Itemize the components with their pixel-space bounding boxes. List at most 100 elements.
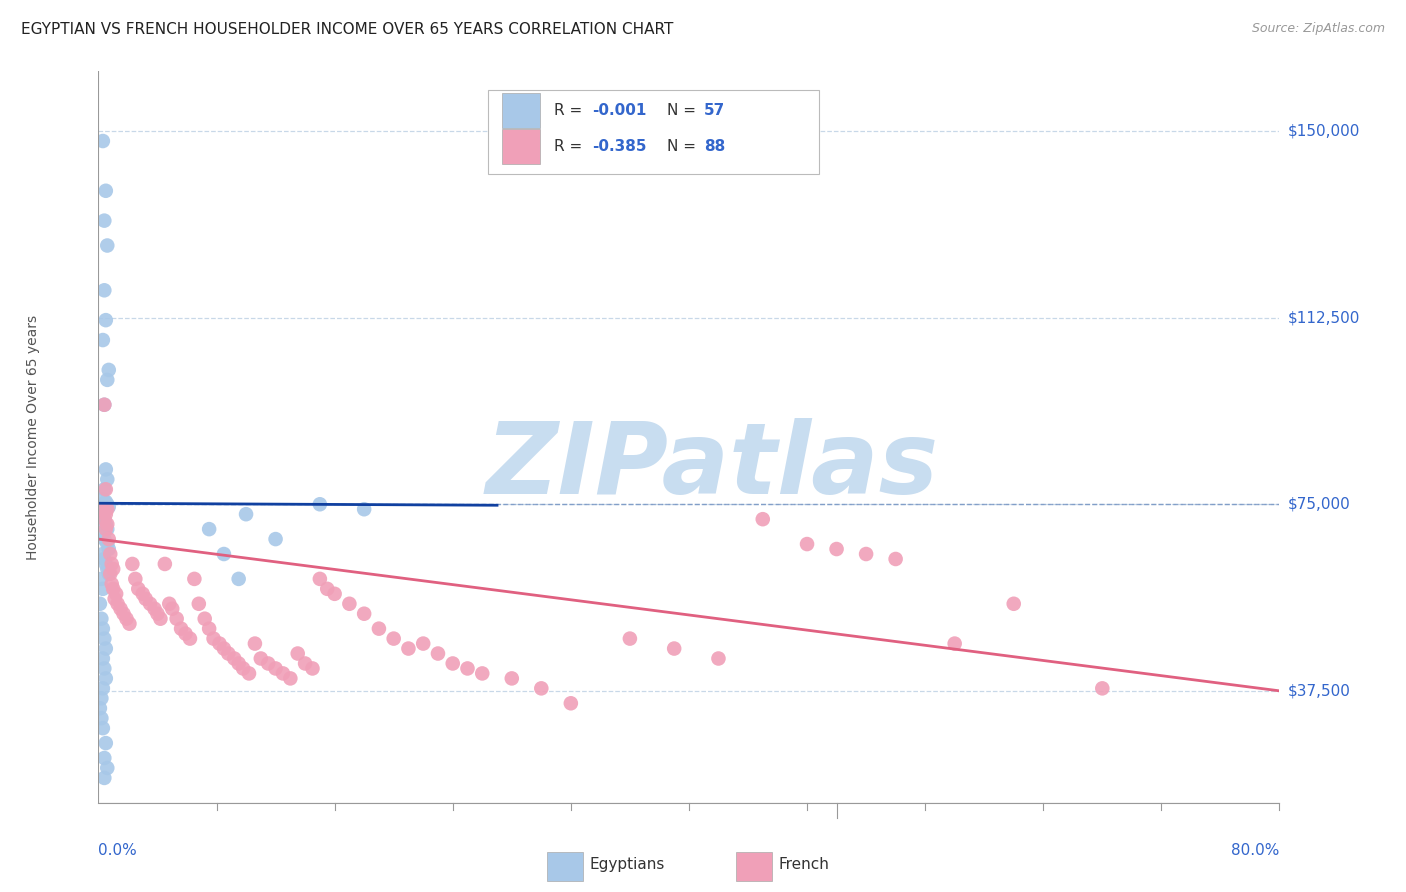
Text: R =: R = bbox=[554, 139, 588, 154]
Point bbox=[93, 213, 115, 227]
Point bbox=[228, 657, 250, 671]
Point bbox=[208, 636, 231, 650]
Point bbox=[238, 666, 260, 681]
Point bbox=[530, 681, 553, 696]
Point bbox=[162, 601, 183, 615]
Text: $112,500: $112,500 bbox=[1288, 310, 1360, 326]
Point bbox=[91, 681, 114, 696]
Point bbox=[112, 607, 135, 621]
Point bbox=[441, 657, 464, 671]
Point bbox=[94, 522, 117, 536]
Point bbox=[97, 542, 120, 557]
Point bbox=[619, 632, 641, 646]
Text: Egyptians: Egyptians bbox=[589, 857, 665, 872]
Point bbox=[560, 696, 582, 710]
Point bbox=[93, 502, 115, 516]
Point bbox=[250, 651, 273, 665]
Point bbox=[412, 636, 434, 650]
Point bbox=[707, 651, 730, 665]
Point bbox=[146, 607, 169, 621]
Point bbox=[96, 497, 118, 511]
Point bbox=[104, 591, 127, 606]
Point bbox=[294, 657, 316, 671]
Point bbox=[93, 398, 115, 412]
Point bbox=[228, 572, 250, 586]
Point bbox=[110, 601, 132, 615]
FancyBboxPatch shape bbox=[488, 90, 818, 174]
Point bbox=[194, 612, 217, 626]
Point bbox=[89, 597, 111, 611]
Point bbox=[91, 547, 114, 561]
Point bbox=[187, 597, 209, 611]
Point bbox=[235, 507, 257, 521]
Point bbox=[94, 483, 117, 497]
Point bbox=[94, 517, 117, 532]
Text: ZIPatlas: ZIPatlas bbox=[486, 417, 939, 515]
Point bbox=[96, 472, 118, 486]
Point bbox=[166, 612, 188, 626]
Point bbox=[1091, 681, 1114, 696]
Text: Source: ZipAtlas.com: Source: ZipAtlas.com bbox=[1251, 22, 1385, 36]
Point bbox=[217, 647, 239, 661]
Point bbox=[96, 761, 118, 775]
Text: $37,500: $37,500 bbox=[1288, 683, 1351, 698]
Point bbox=[96, 517, 118, 532]
Point bbox=[94, 462, 117, 476]
Point bbox=[198, 622, 221, 636]
Point bbox=[309, 572, 332, 586]
Text: N =: N = bbox=[666, 103, 700, 118]
Point bbox=[271, 666, 294, 681]
Point bbox=[127, 582, 149, 596]
Point bbox=[103, 582, 125, 596]
Point bbox=[93, 771, 115, 785]
Point bbox=[170, 622, 193, 636]
Point bbox=[456, 661, 478, 675]
Point bbox=[198, 522, 221, 536]
Point bbox=[96, 238, 118, 252]
Point bbox=[264, 661, 287, 675]
Text: 0.0%: 0.0% bbox=[98, 843, 138, 857]
Point bbox=[105, 587, 128, 601]
Point bbox=[96, 562, 118, 576]
Point bbox=[139, 597, 162, 611]
Point bbox=[501, 672, 523, 686]
Point bbox=[93, 398, 115, 412]
Point bbox=[91, 507, 114, 521]
Point bbox=[90, 612, 112, 626]
Point bbox=[179, 632, 201, 646]
Point bbox=[90, 711, 112, 725]
Point bbox=[309, 497, 332, 511]
Point bbox=[96, 373, 118, 387]
Point bbox=[353, 607, 375, 621]
Text: 57: 57 bbox=[704, 103, 725, 118]
Text: 80.0%: 80.0% bbox=[1232, 843, 1279, 857]
Text: N =: N = bbox=[666, 139, 700, 154]
Point bbox=[301, 661, 323, 675]
Point bbox=[884, 552, 907, 566]
Point bbox=[93, 512, 115, 526]
Point bbox=[118, 616, 141, 631]
Point bbox=[132, 587, 155, 601]
Point bbox=[153, 557, 176, 571]
Text: $150,000: $150,000 bbox=[1288, 124, 1360, 138]
Point bbox=[94, 641, 117, 656]
Point bbox=[212, 547, 235, 561]
Point bbox=[91, 502, 114, 516]
Point bbox=[278, 672, 302, 686]
Point bbox=[943, 636, 966, 650]
Point bbox=[1002, 597, 1025, 611]
Point bbox=[98, 547, 121, 561]
Point bbox=[121, 557, 143, 571]
Point bbox=[94, 507, 117, 521]
Point bbox=[825, 542, 848, 557]
Point bbox=[353, 502, 375, 516]
Point bbox=[90, 691, 112, 706]
Point bbox=[100, 577, 122, 591]
Point bbox=[91, 721, 114, 735]
Point bbox=[93, 552, 115, 566]
Point bbox=[97, 500, 120, 514]
Point bbox=[91, 651, 114, 665]
Point bbox=[93, 483, 115, 497]
Point bbox=[96, 537, 118, 551]
Point bbox=[97, 363, 120, 377]
